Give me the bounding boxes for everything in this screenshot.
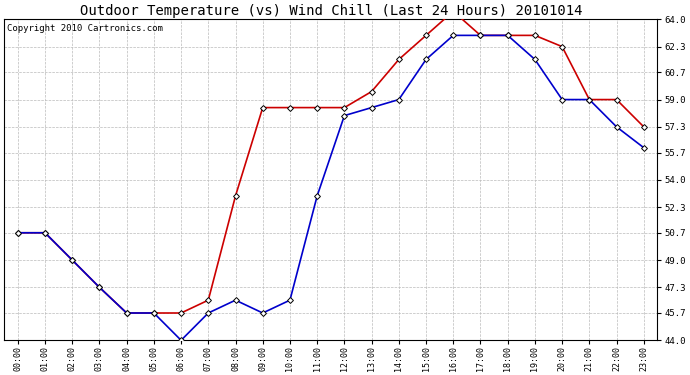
Text: Copyright 2010 Cartronics.com: Copyright 2010 Cartronics.com — [8, 24, 164, 33]
Title: Outdoor Temperature (vs) Wind Chill (Last 24 Hours) 20101014: Outdoor Temperature (vs) Wind Chill (Las… — [79, 4, 582, 18]
